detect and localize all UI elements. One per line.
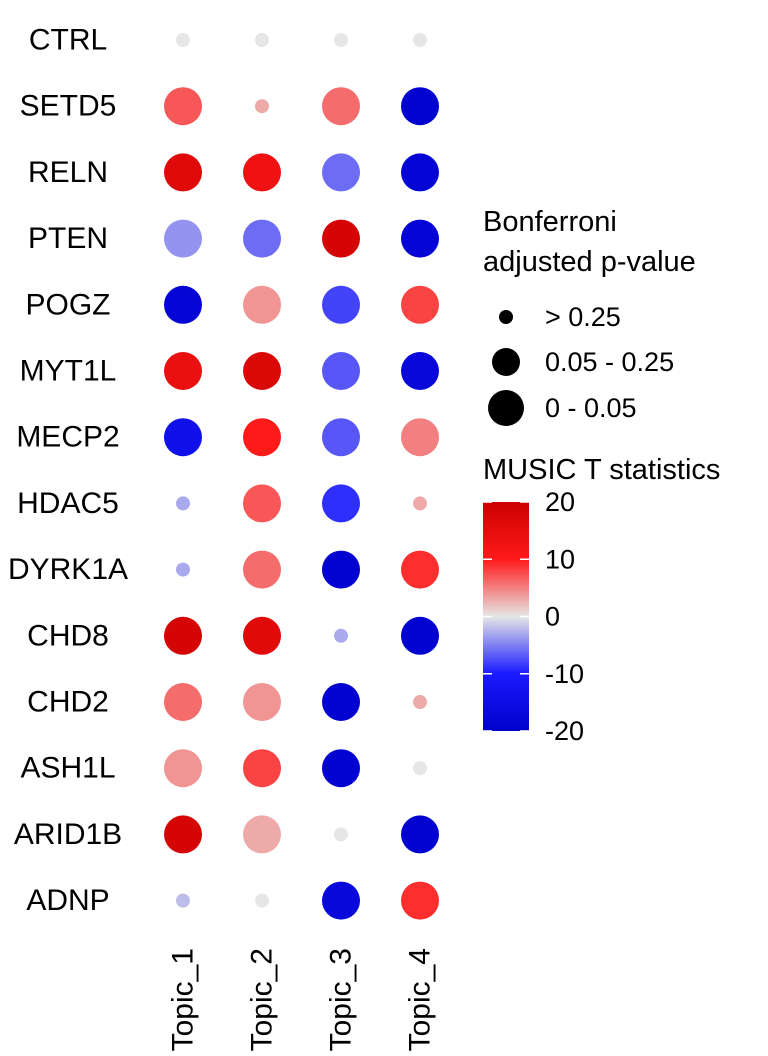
dot-arid1b-topic_3: [334, 827, 348, 842]
dot-ctrl-topic_2: [255, 33, 269, 47]
size-legend-label-1: > 0.25: [545, 302, 621, 332]
dot-reln-topic_2: [243, 153, 281, 192]
dot-chd2-topic_3: [322, 683, 360, 721]
dot-adnp-topic_3: [322, 881, 360, 920]
dot-chd2-topic_4: [413, 695, 427, 709]
gene-label-ctrl: CTRL: [29, 24, 107, 57]
dot-pogz-topic_4: [401, 285, 439, 324]
gene-label-reln: RELN: [28, 156, 108, 189]
gene-label-dyrk1a: DYRK1A: [8, 553, 128, 586]
dot-chd8-topic_3: [334, 628, 348, 643]
dot-pten-topic_1: [164, 219, 202, 258]
dot-arid1b-topic_2: [243, 815, 281, 854]
dot-mecp2-topic_1: [164, 418, 202, 457]
dot-pten-topic_2: [243, 219, 281, 258]
dot-ctrl-topic_4: [413, 33, 427, 47]
dot-ash1l-topic_1: [164, 749, 202, 788]
gene-label-setd5: SETD5: [20, 90, 117, 123]
gene-label-pten: PTEN: [28, 222, 108, 255]
dot-hdac5-topic_2: [243, 484, 281, 523]
size-legend-dot-1: [499, 310, 513, 324]
color-legend: MUSIC T statistics 20 10 0 -10 -20: [483, 454, 720, 746]
dot-setd5-topic_4: [401, 87, 439, 126]
size-legend-dot-2: [492, 348, 520, 376]
size-legend-dot-3: [488, 390, 524, 426]
colorbar-tick-label: -20: [545, 716, 584, 746]
dot-myt1l-topic_4: [401, 352, 439, 390]
dot-myt1l-topic_1: [164, 352, 202, 390]
colorbar-tick-label: 20: [545, 487, 575, 517]
dot-chd2-topic_2: [243, 683, 281, 721]
colorbar-tick-label: 0: [545, 602, 560, 632]
dot-pogz-topic_1: [164, 285, 202, 324]
dot-hdac5-topic_4: [413, 496, 427, 511]
dot-adnp-topic_2: [255, 893, 269, 908]
topic-label-topic_4: Topic_4: [404, 948, 437, 1051]
color-legend-title: MUSIC T statistics: [483, 454, 720, 486]
dot-chd8-topic_2: [243, 616, 281, 655]
dot-mecp2-topic_2: [243, 418, 281, 457]
gene-label-pogz: POGZ: [25, 288, 110, 321]
colorbar-tick-label: 10: [545, 544, 575, 574]
dot-myt1l-topic_3: [322, 352, 360, 390]
dot-reln-topic_3: [322, 153, 360, 192]
gene-label-adnp: ADNP: [26, 884, 109, 917]
dot-hdac5-topic_1: [176, 496, 190, 511]
dot-ctrl-topic_3: [334, 33, 348, 47]
dot-dyrk1a-topic_2: [243, 550, 281, 589]
dot-ctrl-topic_1: [176, 33, 190, 47]
size-legend-items: > 0.25 0.05 - 0.25 0 - 0.05: [488, 302, 674, 426]
dot-ash1l-topic_3: [322, 749, 360, 788]
dot-arid1b-topic_1: [164, 815, 202, 854]
dot-mecp2-topic_3: [322, 418, 360, 457]
gene-label-ash1l: ASH1L: [20, 752, 115, 785]
dot-adnp-topic_4: [401, 881, 439, 920]
dot-chd8-topic_1: [164, 616, 202, 655]
dot-reln-topic_1: [164, 153, 202, 192]
gene-label-mecp2: MECP2: [16, 421, 119, 454]
dot-setd5-topic_2: [255, 99, 269, 114]
dot-setd5-topic_1: [164, 87, 202, 126]
gene-label-hdac5: HDAC5: [17, 487, 119, 520]
dot-mecp2-topic_4: [401, 418, 439, 457]
dot-ash1l-topic_4: [413, 761, 427, 776]
size-legend: Bonferroni adjusted p-value > 0.25 0.05 -…: [483, 206, 696, 426]
dot-pogz-topic_3: [322, 285, 360, 324]
dot-myt1l-topic_2: [243, 352, 281, 390]
gene-label-arid1b: ARID1B: [14, 818, 122, 851]
gene-label-chd2: CHD2: [27, 686, 109, 719]
dot-pogz-topic_2: [243, 285, 281, 324]
size-legend-label-2: 0.05 - 0.25: [545, 347, 674, 377]
size-legend-label-3: 0 - 0.05: [545, 393, 637, 423]
size-legend-title-line1: Bonferroni: [483, 206, 617, 238]
topic-label-topic_1: Topic_1: [167, 948, 200, 1051]
dot-chd2-topic_1: [164, 683, 202, 721]
dot-reln-topic_4: [401, 153, 439, 192]
dot-arid1b-topic_4: [401, 815, 439, 854]
dot-dyrk1a-topic_3: [322, 550, 360, 589]
gene-label-chd8: CHD8: [27, 619, 109, 652]
gene-axis-labels: CTRL SETD5 RELN PTEN POGZ MYT1L MECP2 HDAC5 DYRK…: [8, 24, 128, 918]
colorbar-tick-label: -10: [545, 659, 584, 689]
dot-setd5-topic_3: [322, 87, 360, 126]
dot-pten-topic_3: [322, 219, 360, 258]
topic-label-topic_2: Topic_2: [246, 948, 279, 1051]
topic-label-topic_3: Topic_3: [325, 948, 358, 1051]
dot-chd8-topic_4: [401, 616, 439, 655]
colorbar-ticks: 20 10 0 -10 -20: [483, 487, 584, 746]
dot-dyrk1a-topic_1: [176, 562, 190, 577]
dot-hdac5-topic_3: [322, 484, 360, 523]
dot-ash1l-topic_2: [243, 749, 281, 788]
dot-dyrk1a-topic_4: [401, 550, 439, 589]
size-legend-title-line2: adjusted p-value: [483, 246, 696, 278]
dot-marks: [164, 33, 439, 920]
topic-axis-labels: Topic_1 Topic_2 Topic_3 Topic_4: [167, 948, 437, 1051]
dot-pten-topic_4: [401, 219, 439, 258]
gene-label-myt1l: MYT1L: [20, 355, 117, 388]
dot-adnp-topic_1: [176, 893, 190, 908]
